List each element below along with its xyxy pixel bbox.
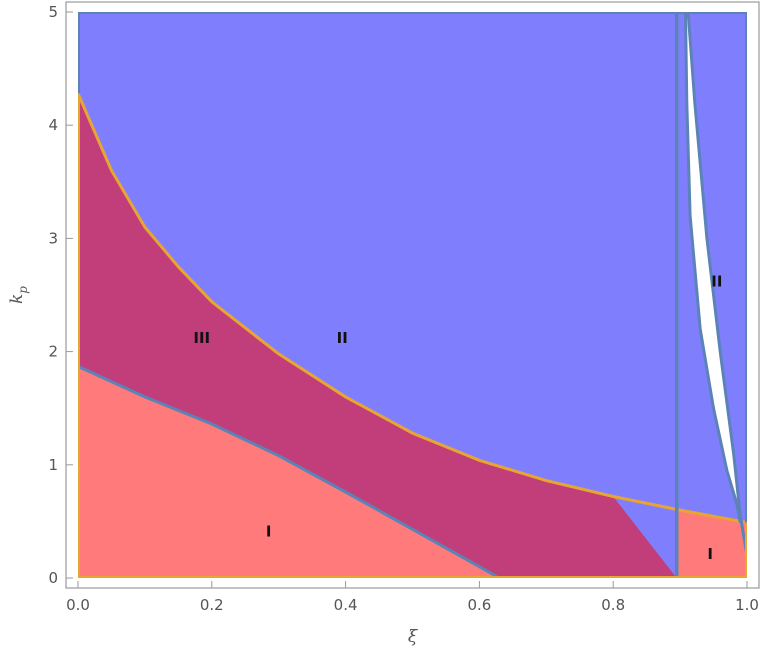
y-tick-label: 4 (48, 116, 58, 134)
region-I-fill-left (78, 366, 500, 578)
region-I-fill-right (676, 510, 747, 578)
plot-area (78, 12, 747, 578)
x-tick-label: 0.0 (66, 596, 90, 614)
x-tick-label: 0.6 (467, 596, 491, 614)
x-tick-label: 0.2 (200, 596, 224, 614)
y-tick-label: 0 (48, 569, 58, 587)
y-tick-label: 3 (48, 229, 58, 247)
boundary-upper-orange (78, 92, 747, 524)
boundary-gap-right (686, 12, 747, 556)
y-tick-label: 2 (48, 343, 58, 361)
x-axis-label: ξ (408, 627, 419, 647)
y-tick-label: 5 (48, 3, 58, 21)
region-label: III (193, 329, 210, 347)
region-label: I (707, 545, 713, 563)
boundary-lower-blue (78, 364, 501, 578)
y-axis-label-main: k (7, 294, 27, 304)
axes: 0.0 0.2 0.4 0.6 0.8 1.0 0 1 2 3 4 5 (48, 3, 758, 614)
region-label: II (337, 329, 348, 347)
y-axis-label-subscript: p (16, 286, 30, 294)
boundary-gap-left (684, 12, 742, 523)
y-axis-label: kp (7, 286, 30, 304)
x-tick-label: 0.4 (334, 596, 358, 614)
x-tick-label: 1.0 (735, 596, 759, 614)
plot-frame (65, 1, 760, 589)
x-tick-label: 0.8 (601, 596, 625, 614)
y-tick-label: 1 (48, 456, 58, 474)
region-label: I (266, 523, 272, 541)
region-label: II (711, 272, 722, 290)
